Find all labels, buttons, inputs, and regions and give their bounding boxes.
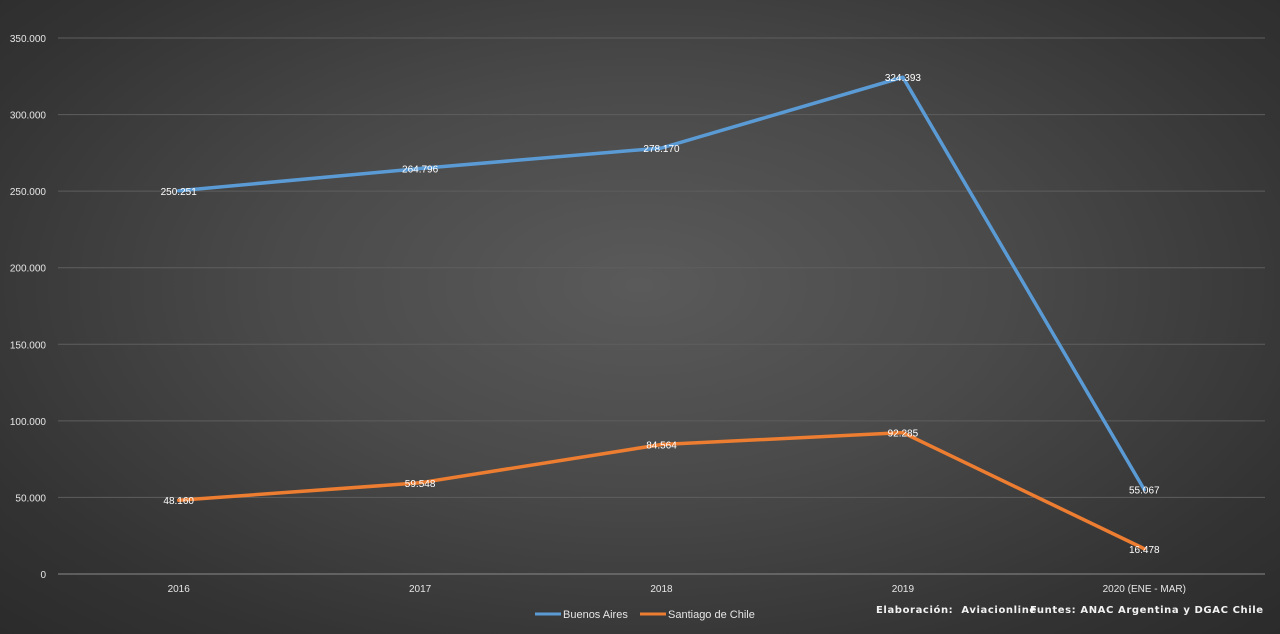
series-lines	[176, 75, 1147, 551]
series-line-santiago-de-chile	[176, 430, 1147, 551]
y-tick-label: 300.000	[10, 111, 47, 122]
y-tick-label: 0	[40, 570, 46, 581]
data-label: 16.478	[1129, 545, 1160, 556]
legend: Buenos Aires Santiago de Chile	[535, 609, 755, 621]
x-tick-label: 2019	[892, 584, 915, 595]
data-label: 48.160	[163, 496, 194, 507]
y-tick-label: 350.000	[10, 34, 47, 45]
data-label: 59.548	[405, 479, 436, 490]
credit-elaboracion: Elaboración: Aviacionline	[876, 605, 1037, 616]
gridlines	[58, 37, 1265, 575]
y-tick-label: 150.000	[10, 340, 47, 351]
y-tick-label: 250.000	[10, 187, 47, 198]
credit-fuentes: Funtes: ANAC Argentina y DGAC Chile	[1030, 605, 1264, 616]
x-axis: 2016 2017 2018 2019 2020 (ENE - MAR)	[168, 584, 1186, 595]
y-tick-label: 100.000	[10, 417, 47, 428]
data-label: 250.251	[161, 187, 198, 198]
y-tick-label: 50.000	[15, 493, 46, 504]
x-tick-label: 2018	[650, 584, 673, 595]
x-tick-label: 2017	[409, 584, 432, 595]
legend-label: Buenos Aires	[563, 609, 628, 621]
legend-label: Santiago de Chile	[668, 609, 755, 621]
data-label: 278.170	[643, 144, 680, 155]
data-label: 92.285	[888, 429, 919, 440]
x-tick-label: 2020 (ENE - MAR)	[1103, 584, 1186, 595]
y-tick-label: 200.000	[10, 264, 47, 275]
series-line-buenos-aires	[176, 75, 1147, 492]
data-label: 264.796	[402, 164, 439, 175]
data-labels: 250.251 264.796 278.170 324.393 55.067 48.160…	[161, 73, 1160, 556]
data-label: 55.067	[1129, 486, 1160, 497]
data-label: 324.393	[885, 73, 922, 84]
data-label: 84.564	[646, 440, 677, 451]
y-axis: 0 50.000 100.000 150.000 200.000 250.000 300.0…	[10, 34, 47, 581]
x-tick-label: 2016	[168, 584, 191, 595]
